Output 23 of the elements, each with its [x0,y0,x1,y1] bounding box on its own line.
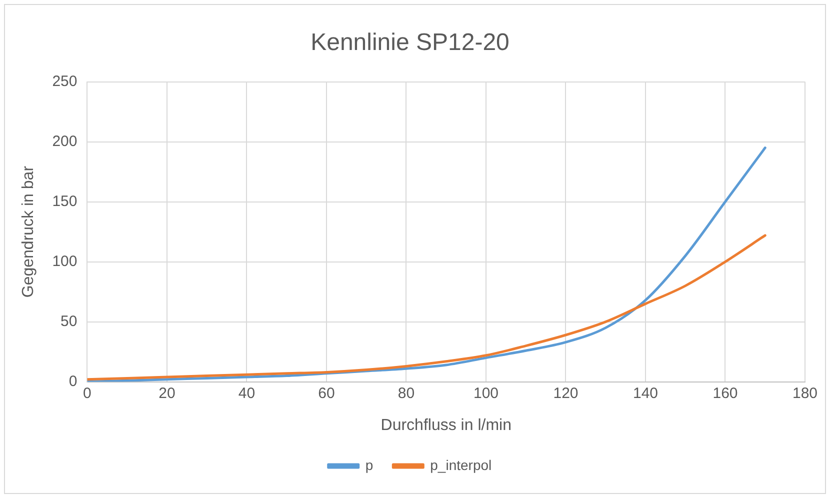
chart-title: Kennlinie SP12-20 [310,29,510,56]
y-axis-title: Gegendruck in bar [20,165,38,298]
y-tick-label: 250 [52,72,78,90]
x-tick-label: 40 [238,384,256,402]
line-series [87,146,766,382]
y-tick-label: 100 [52,252,78,270]
x-tick-label: 120 [553,384,578,402]
x-axis-title: Durchfluss in l/min [380,416,512,434]
x-tick-label: 20 [158,384,176,402]
x-tick-label: 140 [632,384,658,402]
legend-label: p [365,456,374,473]
y-tick-label: 150 [52,192,78,210]
line-series [87,234,766,381]
x-tick-label: 100 [473,384,499,402]
x-tick-label: 60 [318,384,335,402]
x-tick-label: 0 [83,384,92,402]
x-tick-label: 180 [792,384,818,402]
y-tick-label: 50 [60,312,78,330]
y-tick-label: 0 [68,372,78,390]
x-tick-label: 160 [712,384,738,402]
y-tick-label: 200 [52,132,78,150]
legend-label: p_interpol [430,456,492,473]
x-tick-label: 80 [398,384,415,402]
